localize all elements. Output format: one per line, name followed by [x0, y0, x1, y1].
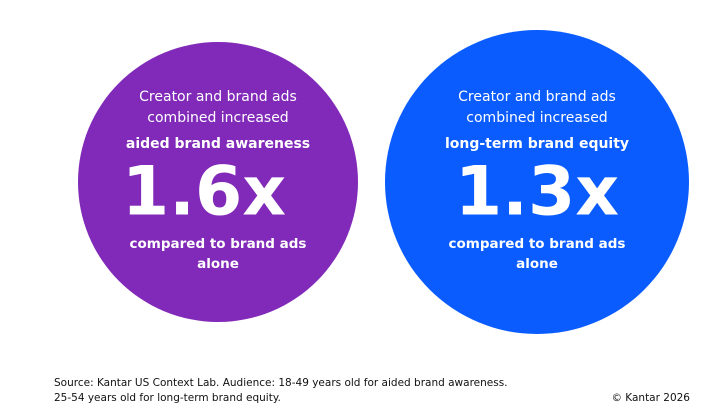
comparison-line: alone [197, 256, 239, 272]
copyright: © Kantar 2026 [611, 392, 690, 404]
metric: aided brand awareness [126, 136, 310, 152]
source-line: Source: Kantar US Context Lab. Audience:… [54, 377, 508, 389]
comparison-line: compared to brand ads [449, 236, 626, 252]
intro-line: Creator and brand ads [139, 89, 297, 105]
intro-line: combined increased [466, 110, 607, 126]
value: 1.6x [122, 153, 286, 232]
intro-line: Creator and brand ads [458, 89, 616, 105]
panel-circle [78, 42, 358, 322]
source-line: 25-54 years old for long-term brand equi… [54, 392, 281, 404]
value: 1.3x [455, 153, 619, 232]
comparison-line: alone [516, 256, 558, 272]
intro-line: combined increased [147, 110, 288, 126]
metric: long-term brand equity [445, 136, 629, 152]
comparison-line: compared to brand ads [130, 236, 307, 252]
panel-circle [385, 30, 689, 334]
